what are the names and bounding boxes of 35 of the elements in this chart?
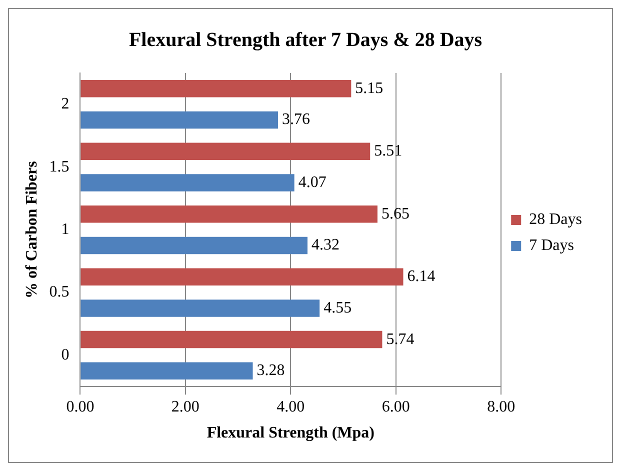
bar — [80, 174, 294, 192]
y-tick-label: 1 — [61, 221, 70, 238]
x-tick-label: 2.00 — [171, 398, 200, 416]
data-label: 4.07 — [298, 174, 326, 191]
data-label: 4.32 — [311, 236, 340, 254]
x-tick-label: 6.00 — [382, 398, 410, 416]
x-tick-label: 8.00 — [487, 398, 516, 416]
bar — [80, 330, 382, 348]
bar — [80, 362, 253, 380]
data-label: 5.15 — [355, 80, 384, 97]
bar — [80, 300, 320, 317]
y-tick-label: 0 — [61, 346, 70, 364]
bar — [80, 205, 378, 223]
x-tick-label: 0.00 — [66, 398, 94, 416]
x-tick-label: 4.00 — [276, 398, 305, 416]
bar — [80, 268, 404, 286]
chart-title: Flexural Strength after 7 Days & 28 Days — [128, 29, 482, 52]
bar — [80, 236, 308, 254]
data-label: 3.76 — [282, 111, 310, 128]
bar — [80, 111, 278, 129]
legend-label: 28 Days — [529, 211, 582, 228]
data-label: 4.55 — [324, 299, 352, 316]
y-tick-label: 1.5 — [49, 158, 70, 176]
data-label: 6.14 — [407, 268, 436, 286]
data-label: 5.51 — [374, 142, 402, 160]
y-tick-label: 0.5 — [49, 284, 70, 301]
data-label: 3.28 — [256, 362, 285, 380]
legend-label: 7 Days — [529, 237, 574, 254]
y-tick-label: 2 — [61, 96, 70, 113]
x-axis-title: Flexural Strength (Mpa) — [206, 424, 374, 442]
data-label: 5.65 — [381, 205, 410, 222]
data-label: 5.74 — [386, 330, 414, 348]
bar — [80, 142, 370, 160]
y-axis-title: % of Carbon Fibers — [24, 161, 41, 298]
bar — [80, 80, 352, 98]
